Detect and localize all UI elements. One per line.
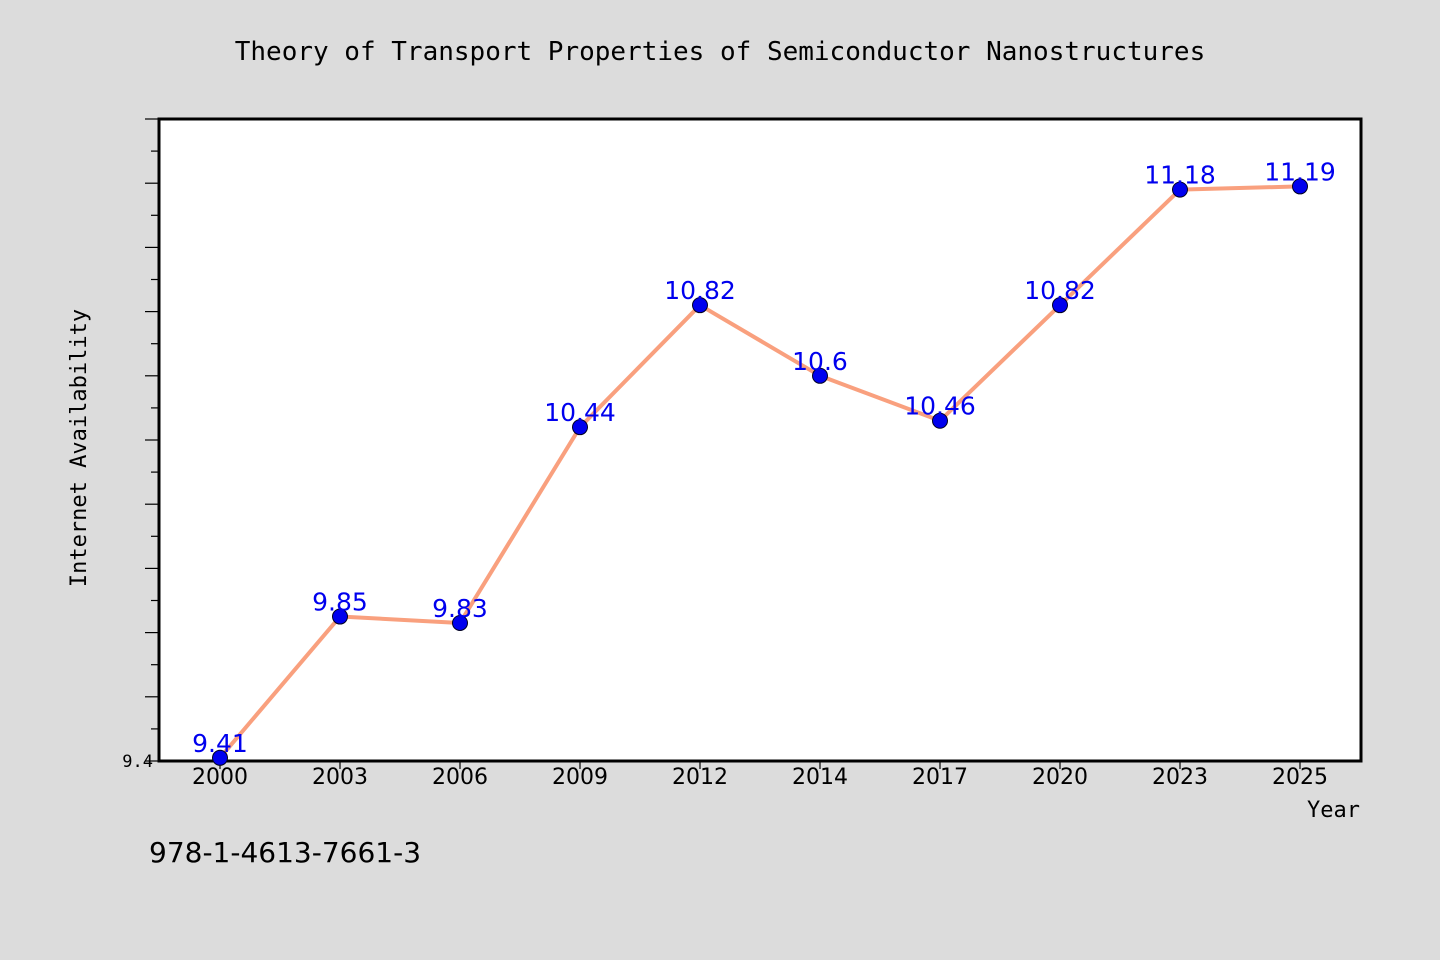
data-label: 9.85	[312, 588, 368, 617]
y-axis-label: Internet Availability	[67, 309, 92, 587]
data-point	[932, 412, 948, 429]
x-axis-ticks: 2000 2003 2006 2009 2012 2014 2017 2020 2023 2025	[192, 761, 1328, 790]
x-tick-label: 2009	[552, 765, 608, 790]
x-tick-label: 2020	[1032, 765, 1088, 790]
data-point	[572, 419, 588, 436]
data-label: 10.44	[544, 398, 616, 427]
data-point	[332, 608, 348, 625]
chart-title: Theory of Transport Properties of Semico…	[235, 37, 1206, 67]
data-label: 11.18	[1144, 161, 1216, 190]
data-point	[452, 614, 468, 631]
series-line	[218, 184, 1302, 760]
data-label: 10.6	[792, 347, 848, 376]
data-label: 9.41	[192, 729, 248, 758]
series-layer	[212, 178, 1308, 766]
x-tick-label: 2023	[1152, 765, 1208, 790]
data-label: 10.46	[904, 392, 976, 421]
data-point	[1292, 178, 1308, 195]
x-tick-label: 2006	[432, 765, 488, 790]
data-point	[1052, 297, 1068, 314]
data-point	[212, 749, 228, 766]
x-tick-label: 2025	[1272, 765, 1328, 790]
isbn-text: 978-1-4613-7661-3	[149, 836, 421, 869]
data-label: 10.82	[1024, 276, 1096, 305]
y-tick-label: 9.4	[122, 752, 153, 772]
x-tick-label: 2000	[192, 765, 248, 790]
data-label: 11.19	[1264, 157, 1336, 186]
data-point	[1172, 181, 1188, 198]
data-label: 10.82	[664, 276, 736, 305]
x-axis-label: Year	[1307, 798, 1360, 823]
data-labels: 9.41 9.85 9.83 10.44 10.82 10.6 10.46 10.82 11.1…	[192, 157, 1336, 757]
x-tick-label: 2003	[312, 765, 368, 790]
plot-area	[157, 117, 1363, 763]
y-axis-ticks: 9.4	[122, 118, 159, 772]
x-tick-label: 2012	[672, 765, 728, 790]
x-tick-label: 2017	[912, 765, 968, 790]
x-tick-label: 2014	[792, 765, 848, 790]
data-label: 9.83	[432, 594, 488, 623]
data-point	[812, 367, 828, 384]
data-point	[692, 297, 708, 314]
